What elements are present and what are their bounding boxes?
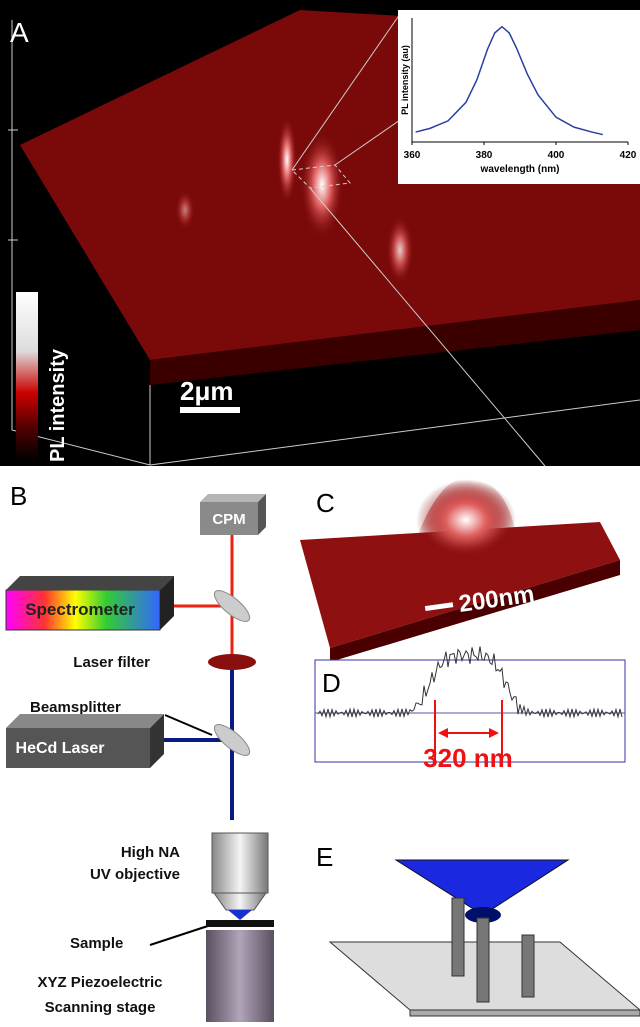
colorbar: [16, 292, 38, 460]
inset-bg: [398, 10, 640, 184]
x-axis-label: wavelength (nm): [480, 164, 560, 175]
panel-label: A: [10, 17, 29, 48]
x-tick-label: 420: [620, 150, 637, 161]
beamsplitter-label: Beamsplitter: [30, 699, 121, 716]
laser-filter: [208, 654, 256, 670]
polygon-shape: [6, 714, 164, 728]
panel-label: D: [322, 668, 341, 698]
polygon-shape: [214, 893, 266, 910]
polygon-shape: [228, 910, 252, 920]
panel-label: E: [316, 842, 333, 872]
laser-filter-label: Laser filter: [73, 654, 150, 671]
objective-label: High NA: [121, 844, 180, 861]
objective-label: UV objective: [90, 866, 180, 883]
peak: [175, 190, 195, 230]
width-label: 320 nm: [423, 743, 513, 773]
peak: [386, 215, 414, 285]
cpm-label: CPM: [212, 511, 245, 528]
x-tick-label: 360: [404, 150, 421, 161]
stage-label: Scanning stage: [45, 999, 156, 1016]
stage-label: XYZ Piezoelectric: [37, 974, 162, 991]
light-cone: [396, 860, 568, 915]
rect-shape: [522, 935, 534, 997]
rect-shape: [452, 898, 464, 976]
objective: [212, 833, 268, 893]
arrow: [165, 715, 212, 735]
x-tick-label: 380: [476, 150, 493, 161]
polygon-shape: [200, 494, 266, 502]
x-tick-label: 400: [548, 150, 565, 161]
polygon-shape: [410, 1010, 640, 1016]
laser-label: HeCd Laser: [16, 740, 105, 757]
stage: [206, 930, 274, 1022]
colorbar-label: PL intensity: [47, 348, 69, 462]
y-axis-label: PL intensity (au): [400, 45, 410, 115]
panel-label: B: [10, 481, 27, 511]
sample-label: Sample: [70, 935, 123, 952]
scale-bar-label: 2μm: [180, 376, 234, 406]
rect-shape: [477, 918, 489, 1002]
peak: [416, 480, 516, 560]
peak: [277, 115, 297, 205]
polygon-shape: [6, 576, 174, 590]
figure: A PL intensity 2μm 360 380 400 420 wavelengt…: [0, 0, 640, 1022]
spectrometer-label: Spectrometer: [25, 600, 135, 619]
scale-bar: [180, 407, 240, 413]
panel-label: C: [316, 488, 335, 518]
sample: [206, 920, 274, 927]
